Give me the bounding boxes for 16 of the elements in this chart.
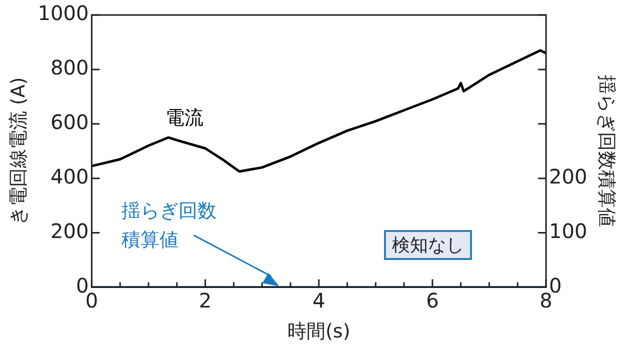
y-tick-label: 600 <box>50 110 89 134</box>
annotation: 検知なし <box>384 230 472 260</box>
y-tick-label: 400 <box>50 164 89 189</box>
series-label: 揺らぎ回数積算値 <box>122 200 217 252</box>
x-tick-label: 2 <box>198 288 212 312</box>
x-axis-title: 時間(s) <box>287 320 350 343</box>
y-tick-label: 200 <box>50 218 89 243</box>
y2-tick-label: 100 <box>549 218 588 243</box>
y-tick-label: 800 <box>50 56 89 80</box>
series-label: 電流 <box>166 106 204 129</box>
x-tick-label: 4 <box>312 288 326 312</box>
y2-axis-title: 揺らぎ回数積算値 <box>596 75 618 228</box>
y-axis-title: き電回線電流 (A) <box>7 77 30 226</box>
y2-tick-label: 200 <box>549 164 588 189</box>
x-tick-label: 6 <box>426 288 439 312</box>
y-tick-label: 1000 <box>38 1 89 26</box>
